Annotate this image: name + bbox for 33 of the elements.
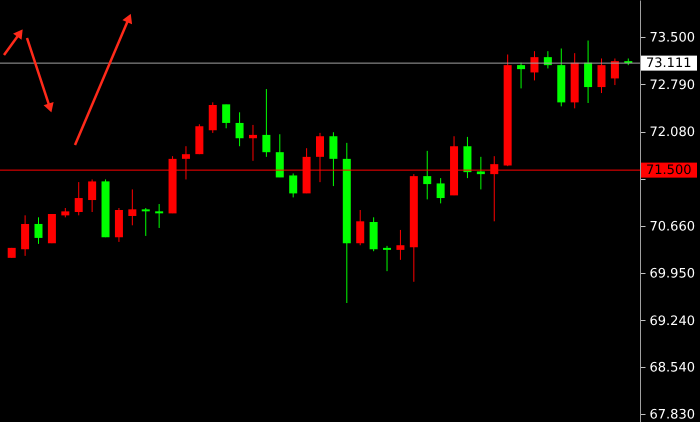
candlestick bbox=[88, 178, 96, 212]
candlestick bbox=[423, 150, 432, 200]
ref-line-label: 71.500 bbox=[646, 163, 692, 178]
y-tick-label: 72.790 bbox=[650, 78, 695, 93]
candlestick bbox=[222, 104, 230, 129]
candlestick bbox=[289, 172, 298, 198]
candlestick bbox=[155, 204, 164, 228]
y-tick-label: 73.500 bbox=[650, 30, 695, 46]
candlestick bbox=[61, 208, 70, 218]
y-tick-label: 67.830 bbox=[650, 408, 695, 422]
candlestick bbox=[236, 112, 244, 147]
candlestick bbox=[329, 132, 338, 187]
candlestick bbox=[517, 62, 526, 89]
y-tick-label: 68.540 bbox=[650, 360, 695, 376]
candlestick bbox=[436, 178, 445, 204]
candlestick bbox=[610, 58, 619, 86]
candlestick bbox=[396, 229, 404, 260]
candlestick bbox=[356, 210, 364, 246]
y-tick-label: 72.080 bbox=[650, 125, 695, 140]
candlestick bbox=[34, 216, 43, 244]
ref-line-label: 73.111 bbox=[646, 56, 692, 72]
candlestick bbox=[597, 58, 606, 94]
candlestick bbox=[476, 156, 485, 190]
y-tick-label: 69.240 bbox=[650, 314, 695, 329]
candlestick bbox=[530, 50, 538, 81]
candlestick bbox=[128, 188, 136, 226]
candlestick bbox=[262, 88, 270, 158]
candlestick bbox=[248, 124, 257, 162]
y-tick-label: 70.660 bbox=[650, 219, 695, 234]
candlestick bbox=[383, 245, 392, 272]
candlestick bbox=[74, 182, 83, 216]
candlestick bbox=[142, 208, 150, 236]
y-tick-label: 69.950 bbox=[650, 266, 695, 282]
